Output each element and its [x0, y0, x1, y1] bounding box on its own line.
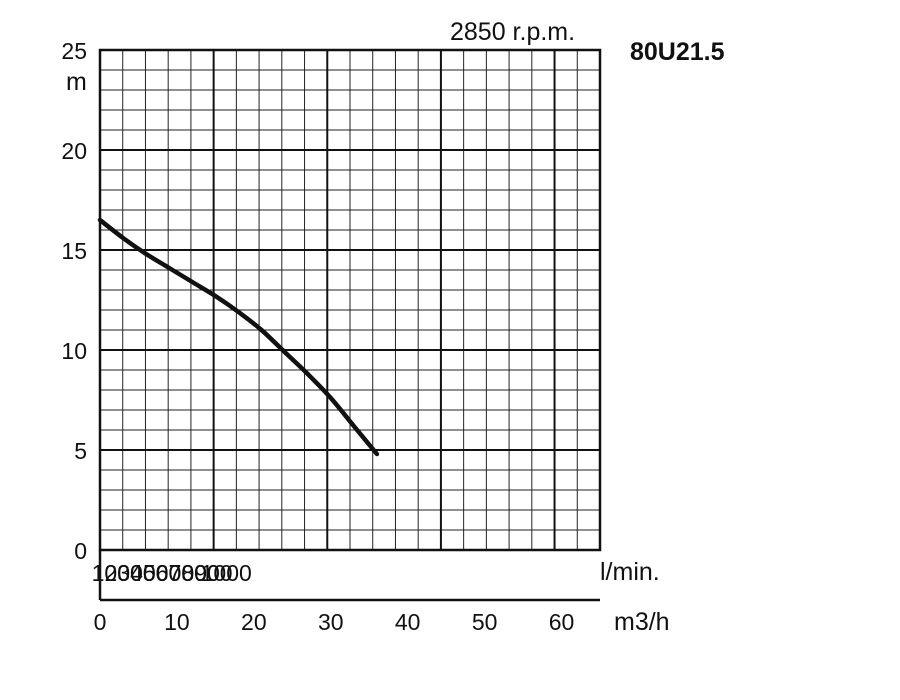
lmin-tick-label: 900 — [194, 560, 232, 586]
major-grid — [100, 50, 600, 550]
y-tick-label: 0 — [74, 538, 87, 564]
chart-frame — [98, 48, 602, 602]
lmin-tick-label: 800 — [181, 560, 219, 586]
minor-grid — [100, 50, 600, 550]
m3h-axis-label: m3/h — [614, 608, 670, 636]
plot-border — [98, 48, 602, 552]
m3h-tick-label: 10 — [164, 609, 190, 635]
lmin-tick-label: 700 — [169, 560, 207, 586]
m3h-tick-labels: 0 10 20 30 40 50 60 — [94, 609, 575, 635]
m3h-tick-label: 0 — [94, 609, 107, 635]
m3h-tick-label: 50 — [472, 609, 498, 635]
y-axis-label: m — [66, 68, 87, 96]
m3h-tick-label: 30 — [318, 609, 344, 635]
lmin-tick-label: 100 — [92, 560, 130, 586]
lmin-tick-label: 500 — [143, 560, 181, 586]
lmin-tick-label: 600 — [156, 560, 194, 586]
y-tick-label: 20 — [61, 138, 87, 164]
lmin-tick-label: 300 — [117, 560, 155, 586]
lmin-tick-label: 400 — [130, 560, 168, 586]
lmin-tick-label: 200 — [104, 560, 142, 586]
rpm-subtitle: 2850 r.p.m. — [450, 18, 575, 46]
m3h-tick-label: 20 — [241, 609, 267, 635]
y-tick-label: 5 — [74, 438, 87, 464]
curve-layer — [97, 217, 380, 457]
y-tick-label: 10 — [61, 338, 87, 364]
lmin-axis-label: l/min. — [600, 558, 660, 586]
y-tick-labels: 0 5 10 15 20 25 — [61, 38, 87, 564]
m3h-tick-label: 60 — [549, 609, 575, 635]
y-tick-label: 15 — [61, 238, 87, 264]
model-title: 80U21.5 — [630, 38, 725, 66]
lmin-tick-label: 1000 — [201, 560, 252, 586]
head-flow-curve-0 — [97, 217, 380, 457]
y-tick-label: 25 — [61, 38, 87, 64]
m3h-tick-label: 40 — [395, 609, 421, 635]
